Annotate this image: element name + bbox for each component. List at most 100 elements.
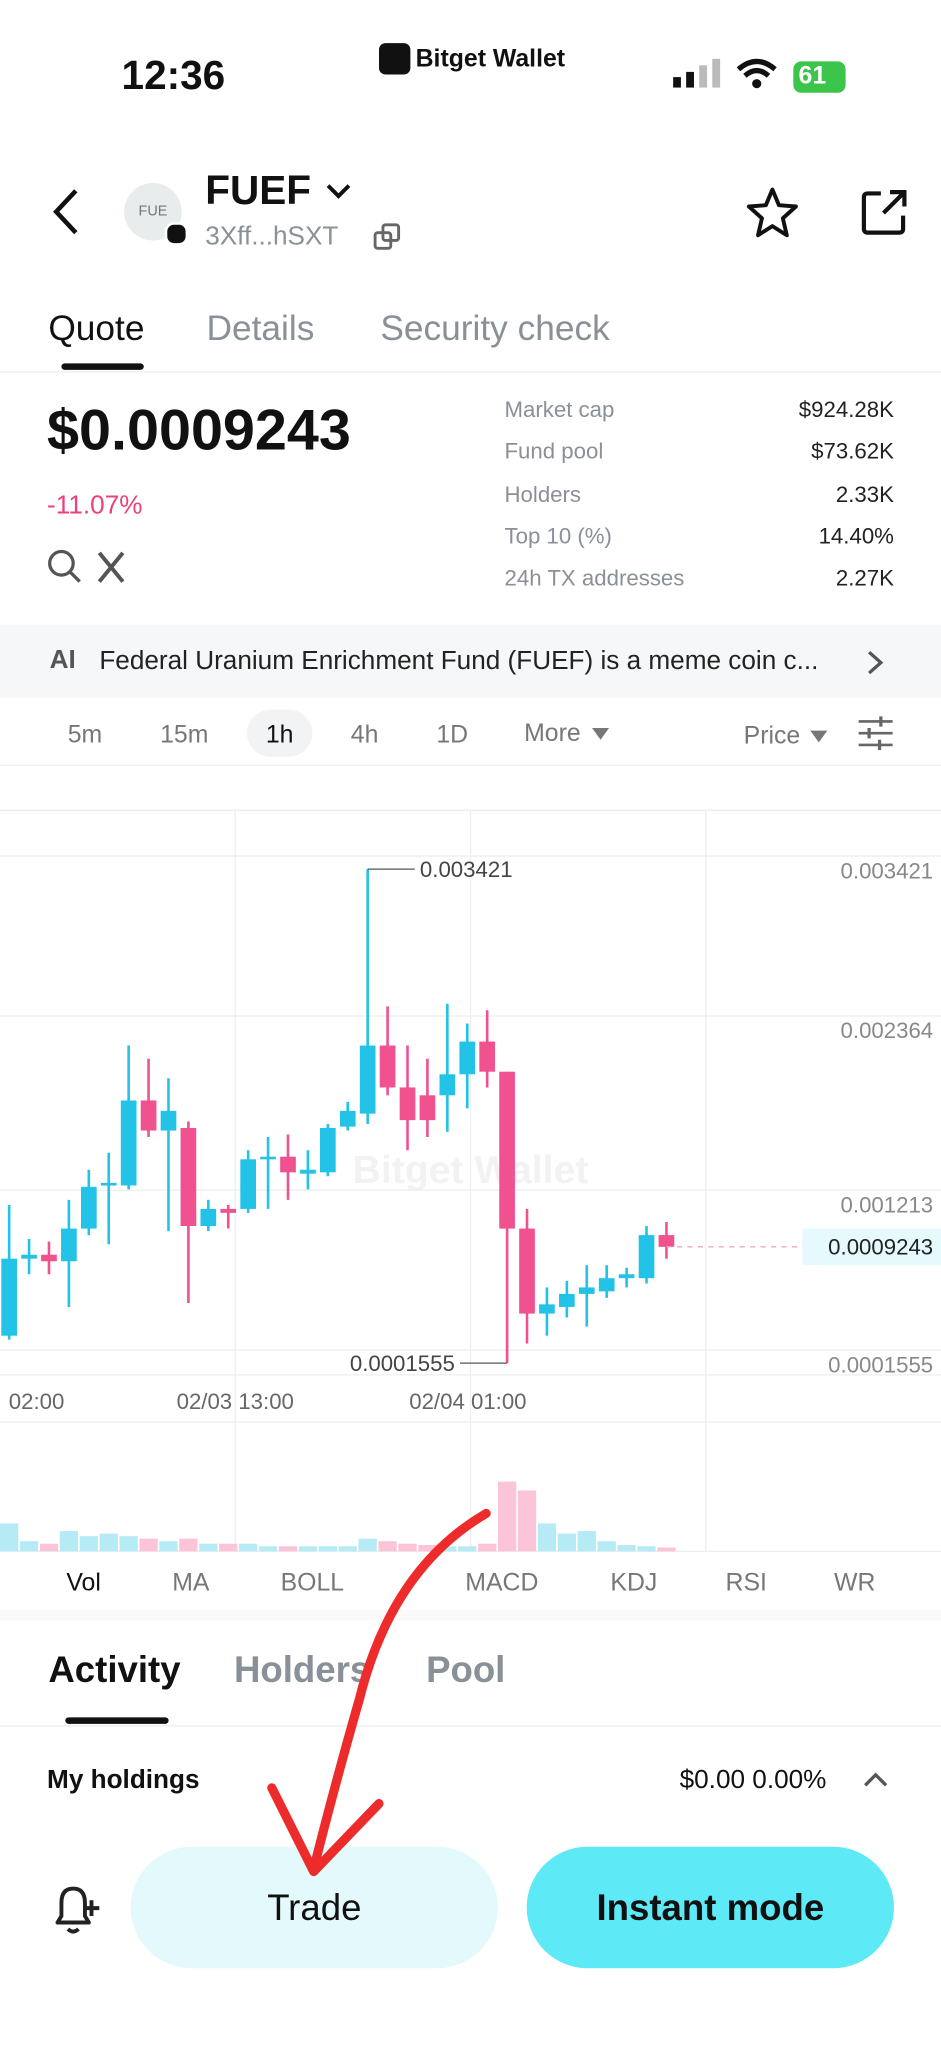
volume-bar	[378, 1541, 397, 1552]
candle-body	[339, 1110, 356, 1127]
volume-bar	[139, 1538, 158, 1552]
dropdown-icon[interactable]	[324, 180, 353, 201]
ai-banner[interactable]	[0, 624, 941, 698]
tab[interactable]: Security check	[380, 308, 610, 348]
volume-bar	[577, 1531, 596, 1552]
interval-selected	[247, 709, 313, 757]
candle-body	[539, 1304, 555, 1314]
candle-body	[658, 1235, 675, 1247]
stat-label: Market cap	[504, 397, 615, 423]
indicator[interactable]: KDJ	[610, 1569, 658, 1598]
token-logo: FUE	[124, 182, 182, 241]
current-price-box	[802, 1228, 941, 1266]
tab[interactable]: Quote	[48, 308, 145, 348]
candle-body	[499, 1071, 515, 1229]
divider	[0, 1610, 941, 1621]
candle-body	[519, 1228, 535, 1314]
candle-body	[260, 1156, 276, 1160]
volume-bar	[537, 1523, 557, 1552]
volume-bar	[0, 1523, 19, 1552]
candle-body	[1, 1258, 17, 1336]
interval[interactable]: 4h	[350, 721, 379, 749]
stat-label: Top 10 (%)	[504, 523, 612, 549]
volume-bar	[278, 1546, 298, 1552]
volume-bar	[657, 1547, 676, 1552]
volume-bar	[358, 1538, 377, 1552]
candle-body	[419, 1095, 436, 1121]
current-price-label: 0.0009243	[828, 1235, 933, 1260]
tab[interactable]: Details	[206, 308, 315, 348]
bottom-tab[interactable]: Pool	[426, 1649, 506, 1690]
bottom-tab[interactable]: Activity	[48, 1649, 181, 1690]
volume-bar	[637, 1546, 656, 1552]
interval[interactable]: 1D	[436, 721, 469, 749]
candle-body	[180, 1127, 197, 1227]
share-icon[interactable]	[859, 186, 911, 238]
volume-bar	[478, 1543, 497, 1552]
volume-bar	[497, 1481, 517, 1552]
candle-body	[439, 1074, 456, 1096]
stat-label: Fund pool	[504, 439, 604, 465]
alert-icon[interactable]	[50, 1879, 105, 1937]
back-button[interactable]	[50, 187, 84, 237]
x-tick-label: 02/04 01:00	[409, 1389, 526, 1414]
interval[interactable]: 15m	[160, 721, 209, 749]
indicator[interactable]: RSI	[725, 1569, 767, 1598]
bottom-tab[interactable]: Holders	[233, 1649, 371, 1690]
high-label: 0.003421	[420, 857, 513, 882]
volume-bar	[19, 1541, 39, 1552]
y-tick-label: 0.003421	[841, 858, 934, 883]
candle-body	[160, 1110, 177, 1131]
stat-value: 14.40%	[818, 523, 894, 549]
indicator[interactable]: MA	[172, 1569, 210, 1598]
volume-bar	[258, 1546, 278, 1552]
tab-indicator	[61, 363, 144, 370]
candle-body	[41, 1254, 57, 1262]
trade-button[interactable]: Trade	[130, 1846, 498, 1969]
social-icons[interactable]	[47, 549, 138, 586]
candle-body	[459, 1041, 476, 1075]
indicator[interactable]: BOLL	[280, 1569, 345, 1598]
candle-body	[220, 1208, 237, 1213]
chevron-up[interactable]	[861, 1770, 890, 1791]
candlestick-chart: Bitget Wallet 0.003421 0.002364 0.001213 0.0…	[0, 809, 941, 1552]
y-tick-label: 0.0001555	[828, 1352, 933, 1377]
more-button[interactable]: More	[524, 720, 581, 748]
indicator[interactable]: WR	[834, 1569, 876, 1598]
candle-body	[120, 1100, 137, 1186]
copy-icon[interactable]	[372, 222, 403, 253]
candle-body	[319, 1127, 336, 1173]
candle-body	[598, 1278, 615, 1292]
indicator[interactable]: Vol	[66, 1569, 101, 1598]
favorite-icon[interactable]	[745, 186, 800, 238]
token-address: 3Xff...hSXT	[205, 222, 339, 251]
interval[interactable]: 1h	[265, 721, 294, 749]
volume-bar	[219, 1543, 238, 1552]
holdings-value: $0.00 0.00%	[679, 1765, 827, 1795]
chevron-right	[868, 650, 884, 675]
candle-body	[359, 1045, 376, 1114]
candle-body	[379, 1045, 396, 1088]
volume-bar	[517, 1490, 537, 1552]
candle-body	[280, 1156, 296, 1173]
divider	[0, 1725, 941, 1727]
interval[interactable]: 5m	[67, 721, 103, 749]
stat-label: Holders	[504, 481, 582, 507]
y-tick-label: 0.001213	[841, 1192, 934, 1217]
price-toggle[interactable]: Price	[743, 722, 801, 751]
price-change: -11.07%	[47, 491, 143, 521]
indicator[interactable]: MACD	[465, 1569, 539, 1598]
settings-icon[interactable]	[857, 716, 894, 751]
status-time: 12:36	[121, 52, 226, 99]
volume-bar	[79, 1536, 98, 1552]
volume-bar	[199, 1543, 218, 1552]
wifi-icon	[736, 58, 777, 89]
candle-body	[140, 1100, 157, 1131]
battery: 61	[793, 61, 846, 93]
caret	[592, 727, 610, 740]
volume-bar	[119, 1536, 138, 1552]
candle-body	[300, 1169, 316, 1174]
instant-mode-button[interactable]: Instant mode	[526, 1846, 894, 1969]
